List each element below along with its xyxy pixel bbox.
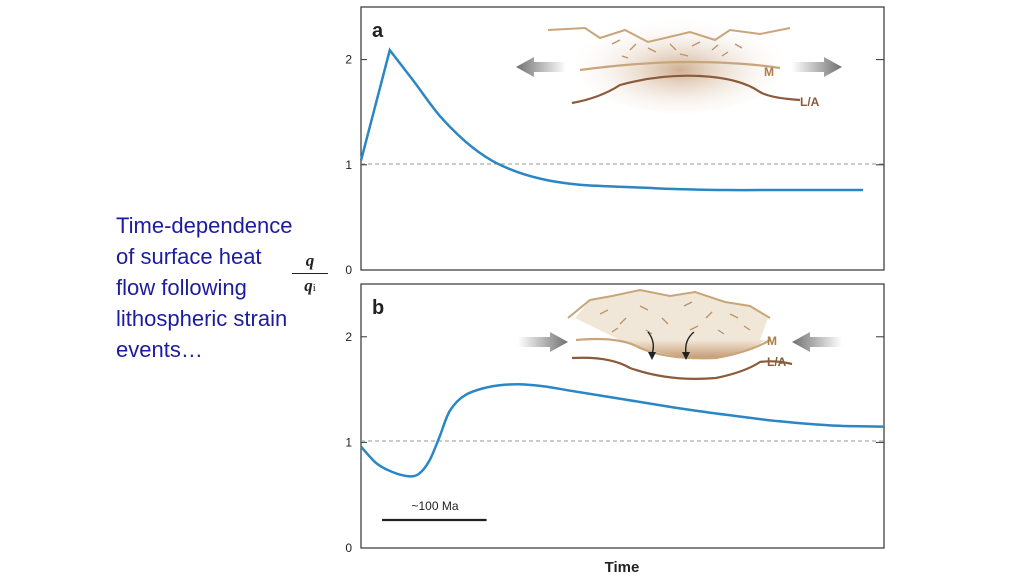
fraction-bar bbox=[292, 273, 328, 275]
inset-b-crust-fill bbox=[575, 290, 768, 340]
caption: Time-dependence of surface heat flow fol… bbox=[116, 210, 336, 365]
inset-b-flow-arrow-right bbox=[684, 331, 695, 355]
panel-a-inset-extension: M L/A bbox=[516, 17, 842, 113]
panel-a-ticks: 0 1 2 bbox=[345, 53, 884, 277]
inset-b-surface-line bbox=[567, 288, 771, 319]
inset-b-root-fill bbox=[620, 340, 765, 359]
y-tick-label: 2 bbox=[345, 330, 352, 344]
inset-b-right-arrow bbox=[792, 332, 842, 352]
inset-a-surface-line bbox=[547, 26, 791, 44]
inset-b-moho-line bbox=[575, 337, 771, 360]
panel-b-inset-compression: M L/A bbox=[518, 288, 842, 380]
inset-a-crust-texture bbox=[611, 39, 743, 59]
inset-a-lithosphere-line bbox=[571, 74, 801, 105]
inset-a-shading bbox=[575, 17, 785, 113]
panel-b-ticks: 0 1 2 bbox=[345, 330, 884, 555]
panel-a-frame bbox=[360, 6, 885, 271]
y-tick-label: 0 bbox=[345, 541, 352, 555]
inset-b-label-la: L/A bbox=[767, 355, 787, 369]
caption-line: flow following bbox=[116, 275, 247, 300]
panel-a-letter: a bbox=[372, 20, 384, 42]
caption-line: events… bbox=[116, 337, 203, 362]
fraction-denominator: q bbox=[304, 276, 313, 296]
inset-b-label-m: M bbox=[767, 334, 777, 348]
inset-a-right-arrow bbox=[792, 57, 842, 77]
y-tick-label: 1 bbox=[345, 158, 352, 172]
caption-line: lithospheric strain bbox=[116, 306, 288, 331]
caption-line: of surface heat bbox=[116, 244, 262, 269]
x-axis-label: Time bbox=[605, 559, 640, 576]
inset-a-label-m: M bbox=[764, 65, 774, 79]
panel-b-letter: b bbox=[372, 297, 384, 319]
inset-b-flow-arrowhead-right bbox=[682, 352, 690, 360]
y-tick-label: 0 bbox=[345, 263, 352, 277]
caption-line: Time-dependence bbox=[116, 213, 293, 238]
inset-b-crust-texture bbox=[599, 301, 751, 335]
inset-b-lithosphere-line bbox=[571, 356, 793, 380]
panel-b-series-line bbox=[360, 383, 885, 478]
y-tick-label: 2 bbox=[345, 53, 352, 67]
heat-flow-ratio-fraction: q qi bbox=[292, 252, 328, 297]
inset-a-label-la: L/A bbox=[800, 95, 820, 109]
inset-b-left-arrow bbox=[518, 332, 568, 352]
y-tick-label: 1 bbox=[345, 435, 352, 449]
inset-a-left-arrow bbox=[516, 57, 566, 77]
panel-b-frame bbox=[360, 283, 885, 549]
fraction-subscript: i bbox=[312, 282, 316, 295]
panel-a: 0 1 2 a M L/A bbox=[345, 6, 885, 277]
panel-b: 0 1 2 b ~100 Ma bbox=[345, 283, 885, 576]
fraction-numerator: q bbox=[305, 251, 315, 270]
scale-bar-label: ~100 Ma bbox=[411, 499, 458, 513]
inset-b-flow-arrowhead-left bbox=[648, 352, 656, 360]
fraction-denominator-wrap: qi bbox=[292, 277, 328, 297]
inset-a-moho-line bbox=[579, 60, 781, 72]
panel-a-series-line bbox=[359, 47, 864, 192]
